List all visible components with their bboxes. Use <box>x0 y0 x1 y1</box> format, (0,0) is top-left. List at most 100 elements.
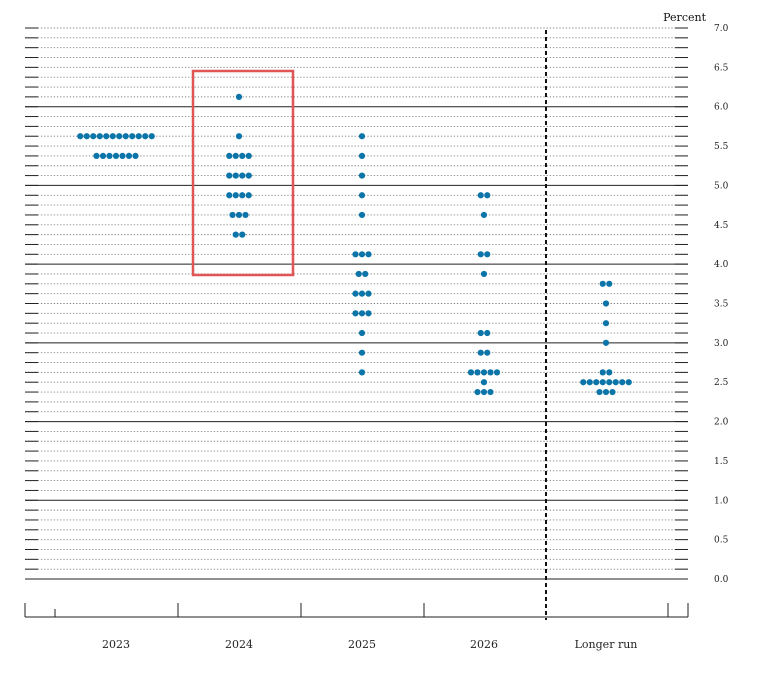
y-tick-label: 1.5 <box>714 457 729 467</box>
dot-longer-run <box>609 388 616 396</box>
dot-2026 <box>487 388 494 396</box>
dot-2023 <box>83 133 90 140</box>
dot-2025 <box>358 133 366 140</box>
dot-2023 <box>93 152 100 160</box>
dot-2026 <box>477 329 484 337</box>
dot-2024 <box>235 93 243 100</box>
dot-longer-run <box>586 379 593 386</box>
dot-2025 <box>362 270 369 278</box>
dot-2024 <box>232 192 239 199</box>
dot-2026 <box>487 369 494 376</box>
dot-2023 <box>122 133 129 140</box>
y-tick-label: 5.5 <box>714 142 729 152</box>
dot-2025 <box>358 192 366 199</box>
dot-2024 <box>239 172 246 179</box>
dot-2023 <box>148 133 155 140</box>
dot-2026 <box>484 329 491 337</box>
dot-2023 <box>129 133 136 140</box>
x-category-label: 2026 <box>470 638 498 651</box>
y-tick-label: 7.0 <box>714 24 729 34</box>
x-category-label: Longer run <box>575 638 638 651</box>
dot-2024 <box>239 152 246 160</box>
dot-2023 <box>96 133 103 140</box>
dot-2024 <box>232 231 239 238</box>
dot-2024 <box>226 172 233 179</box>
dot-2026 <box>477 349 484 356</box>
dot-longer-run <box>602 388 610 396</box>
dot-2026 <box>480 270 488 278</box>
dot-2024 <box>226 152 233 160</box>
dot-longer-run <box>612 379 619 386</box>
dot-2023 <box>132 152 139 160</box>
dot-longer-run <box>606 280 613 287</box>
dot-2025 <box>365 251 372 258</box>
dot-2023 <box>116 133 123 140</box>
dot-longer-run <box>619 379 626 386</box>
dot-2025 <box>358 369 366 376</box>
dot-2023 <box>103 133 110 140</box>
dot-2024 <box>245 152 252 160</box>
dot-longer-run <box>593 379 600 386</box>
x-axis <box>24 603 689 618</box>
dot-2025 <box>365 290 372 297</box>
y-tick-label: 2.0 <box>714 418 729 428</box>
dot-longer-run <box>599 369 606 376</box>
dot-2024 <box>226 192 233 199</box>
dot-2026 <box>477 192 484 199</box>
dot-2023 <box>99 152 107 160</box>
dot-2023 <box>90 133 97 140</box>
dot-longer-run <box>625 379 632 386</box>
dot-2025 <box>358 172 366 179</box>
dot-2026 <box>474 369 481 376</box>
dot-2026 <box>480 211 488 219</box>
dot-longer-run <box>602 339 610 346</box>
dot-2025 <box>358 310 366 317</box>
dot-2023 <box>119 152 126 160</box>
grid-lines <box>25 27 688 580</box>
dot-2026 <box>484 192 491 199</box>
y-tick-label: 4.0 <box>714 260 729 270</box>
y-tick-label: 6.0 <box>714 103 729 113</box>
y-tick-label: 0.5 <box>714 536 729 546</box>
dot-longer-run <box>599 379 606 386</box>
dot-2023 <box>112 152 120 160</box>
dot-2024 <box>232 152 239 160</box>
dots <box>77 93 632 396</box>
dot-2025 <box>355 270 362 278</box>
y-tick-label: 3.5 <box>714 300 729 310</box>
dot-2025 <box>358 211 366 219</box>
y-tick-label: 5.0 <box>714 181 729 191</box>
dot-2024 <box>242 211 249 219</box>
x-category-label: 2025 <box>348 638 376 651</box>
y-tick-label: 6.5 <box>714 63 729 73</box>
dot-longer-run <box>580 379 587 386</box>
dot-longer-run <box>602 320 610 327</box>
dot-longer-run <box>606 369 613 376</box>
dot-2023 <box>106 152 113 160</box>
dot-2026 <box>467 369 475 376</box>
y-axis-ticks <box>25 27 688 580</box>
dot-2024 <box>245 172 252 179</box>
dot-2023 <box>109 133 116 140</box>
y-tick-label: 0.0 <box>714 575 729 585</box>
y-tick-label: 2.5 <box>714 378 729 388</box>
dot-2026 <box>484 251 491 258</box>
dot-longer-run <box>599 280 606 287</box>
x-category-label: 2024 <box>225 638 253 651</box>
dot-2024 <box>232 172 239 179</box>
dot-2025 <box>358 329 366 337</box>
dot-2024 <box>239 192 246 199</box>
highlight-2024-box <box>191 69 295 277</box>
dot-longer-run <box>596 388 603 396</box>
dot-2026 <box>493 369 501 376</box>
y-tick-label: 1.0 <box>714 496 729 506</box>
dot-2026 <box>480 369 488 376</box>
y-tick-label: 3.0 <box>714 339 729 349</box>
dot-2026 <box>480 379 488 386</box>
dot-2026 <box>477 251 484 258</box>
dot-2024 <box>229 211 236 219</box>
dot-2024 <box>235 211 243 219</box>
dot-longer-run <box>606 379 613 386</box>
dot-longer-run <box>602 300 610 307</box>
